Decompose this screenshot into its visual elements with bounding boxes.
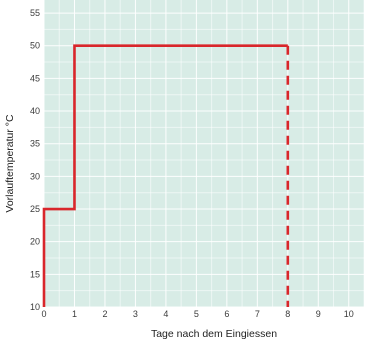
- x-tick-label: 0: [41, 309, 46, 319]
- y-tick-label: 25: [30, 204, 40, 214]
- y-tick-label: 45: [30, 73, 40, 83]
- x-tick-label: 9: [316, 309, 321, 319]
- x-tick-label: 8: [285, 309, 290, 319]
- x-tick-label: 4: [163, 309, 168, 319]
- x-axis-label: Tage nach dem Eingiessen: [151, 328, 277, 340]
- y-tick-label: 50: [30, 41, 40, 51]
- x-tick-label: 10: [344, 309, 354, 319]
- y-tick-label: 10: [30, 302, 40, 312]
- y-tick-label: 55: [30, 8, 40, 18]
- x-tick-label: 3: [133, 309, 138, 319]
- y-tick-label: 40: [30, 106, 40, 116]
- x-tick-label: 2: [102, 309, 107, 319]
- y-tick-label: 35: [30, 139, 40, 149]
- x-tick-labels: 0 1 2 3 4 5 6 7 8 9 10: [41, 309, 353, 319]
- y-tick-labels: 10 15 20 25 30 35 40 45 50 55: [30, 8, 40, 312]
- y-axis-label: Vorlauftemperatur °C: [4, 114, 16, 213]
- y-tick-label: 30: [30, 171, 40, 181]
- x-tick-label: 6: [224, 309, 229, 319]
- x-tick-label: 5: [194, 309, 199, 319]
- y-tick-label: 15: [30, 269, 40, 279]
- x-tick-label: 1: [72, 309, 77, 319]
- x-tick-label: 7: [255, 309, 260, 319]
- y-tick-label: 20: [30, 237, 40, 247]
